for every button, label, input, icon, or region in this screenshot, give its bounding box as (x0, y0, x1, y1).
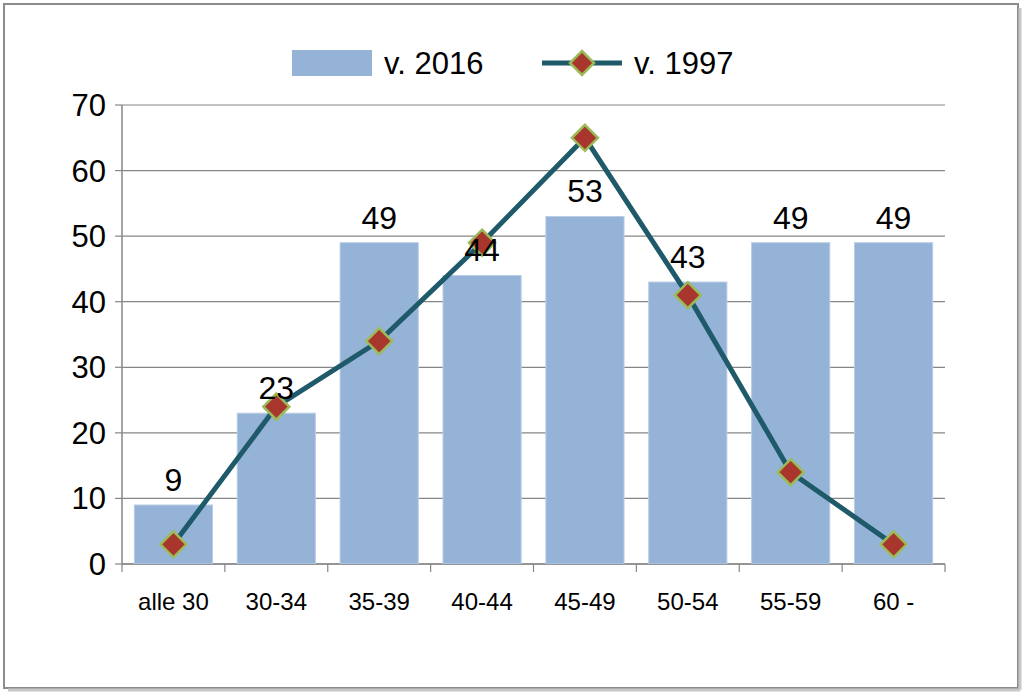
data-label: 43 (670, 239, 706, 275)
y-tick (115, 236, 122, 237)
x-tick-label: 40-44 (451, 588, 512, 615)
plot-area (134, 125, 932, 564)
y-tick (115, 563, 122, 564)
frame-shadow (1019, 8, 1022, 690)
x-tick-label: 35-39 (348, 588, 409, 615)
line (173, 138, 893, 545)
marker (160, 531, 186, 557)
chart: 0 10 20 30 40 50 60 70 alle 30 30-34 35-39 40-44 45-… (0, 0, 1024, 694)
marker (881, 531, 907, 557)
legend-marker (570, 51, 594, 75)
data-label: 9 (165, 462, 183, 498)
x-tick-label: 45-49 (554, 588, 615, 615)
y-tick (115, 367, 122, 368)
grid-line (122, 170, 945, 171)
data-label: 49 (361, 200, 397, 236)
x-tick-label: 55-59 (760, 588, 821, 615)
x-tick (430, 564, 431, 572)
legend-label: v. 1997 (634, 46, 733, 81)
marker (366, 328, 392, 354)
y-tick-label: 10 (72, 481, 106, 516)
x-tick-label: 30-34 (246, 588, 307, 615)
frame-shadow (8, 689, 1020, 692)
data-label: 49 (773, 200, 809, 236)
y-tick (115, 170, 122, 171)
y-tick-label: 30 (72, 350, 106, 385)
y-tick-label: 60 (72, 154, 106, 189)
x-tick-label: 50-54 (657, 588, 718, 615)
y-tick-label: 70 (72, 88, 106, 123)
grid-line (122, 104, 945, 105)
y-tick-label: 50 (72, 219, 106, 254)
marker (778, 459, 804, 485)
x-tick (224, 564, 225, 572)
legend-swatch (292, 50, 372, 76)
marker (572, 125, 598, 151)
y-tick (115, 432, 122, 433)
y-tick-label: 40 (72, 285, 106, 320)
data-label: 23 (259, 370, 295, 406)
data-label: 49 (876, 200, 912, 236)
y-tick (115, 301, 122, 302)
bar (854, 243, 932, 564)
bar (237, 413, 315, 564)
grid-line (122, 236, 945, 237)
x-tick-label: alle 30 (138, 588, 209, 615)
x-tick (739, 564, 740, 572)
x-tick (327, 564, 328, 572)
legend: v. 2016 v. 1997 (292, 46, 733, 81)
y-tick-label: 0 (89, 547, 106, 582)
bar (752, 243, 830, 564)
legend-label: v. 2016 (384, 46, 483, 81)
y-axis (121, 105, 123, 564)
bar (649, 282, 727, 564)
y-tick (115, 104, 122, 105)
chart-root: 0 10 20 30 40 50 60 70 alle 30 30-34 35-39 40-44 45-… (0, 0, 1024, 694)
bar (546, 216, 624, 564)
x-tick-label: 60 - (873, 588, 914, 615)
bar (340, 243, 418, 564)
x-tick (842, 564, 843, 572)
x-tick (121, 564, 122, 572)
frame (4, 4, 1018, 688)
bar (134, 505, 212, 564)
bar (443, 275, 521, 564)
labels: 9 23 49 44 53 43 49 49 (165, 173, 912, 498)
y-tick (115, 498, 122, 499)
x-tick (533, 564, 534, 572)
x-tick (944, 564, 945, 572)
y-tick-label: 20 (72, 416, 106, 451)
data-label: 53 (567, 173, 603, 209)
data-label: 44 (464, 232, 500, 268)
marker (675, 282, 701, 308)
x-tick (636, 564, 637, 572)
